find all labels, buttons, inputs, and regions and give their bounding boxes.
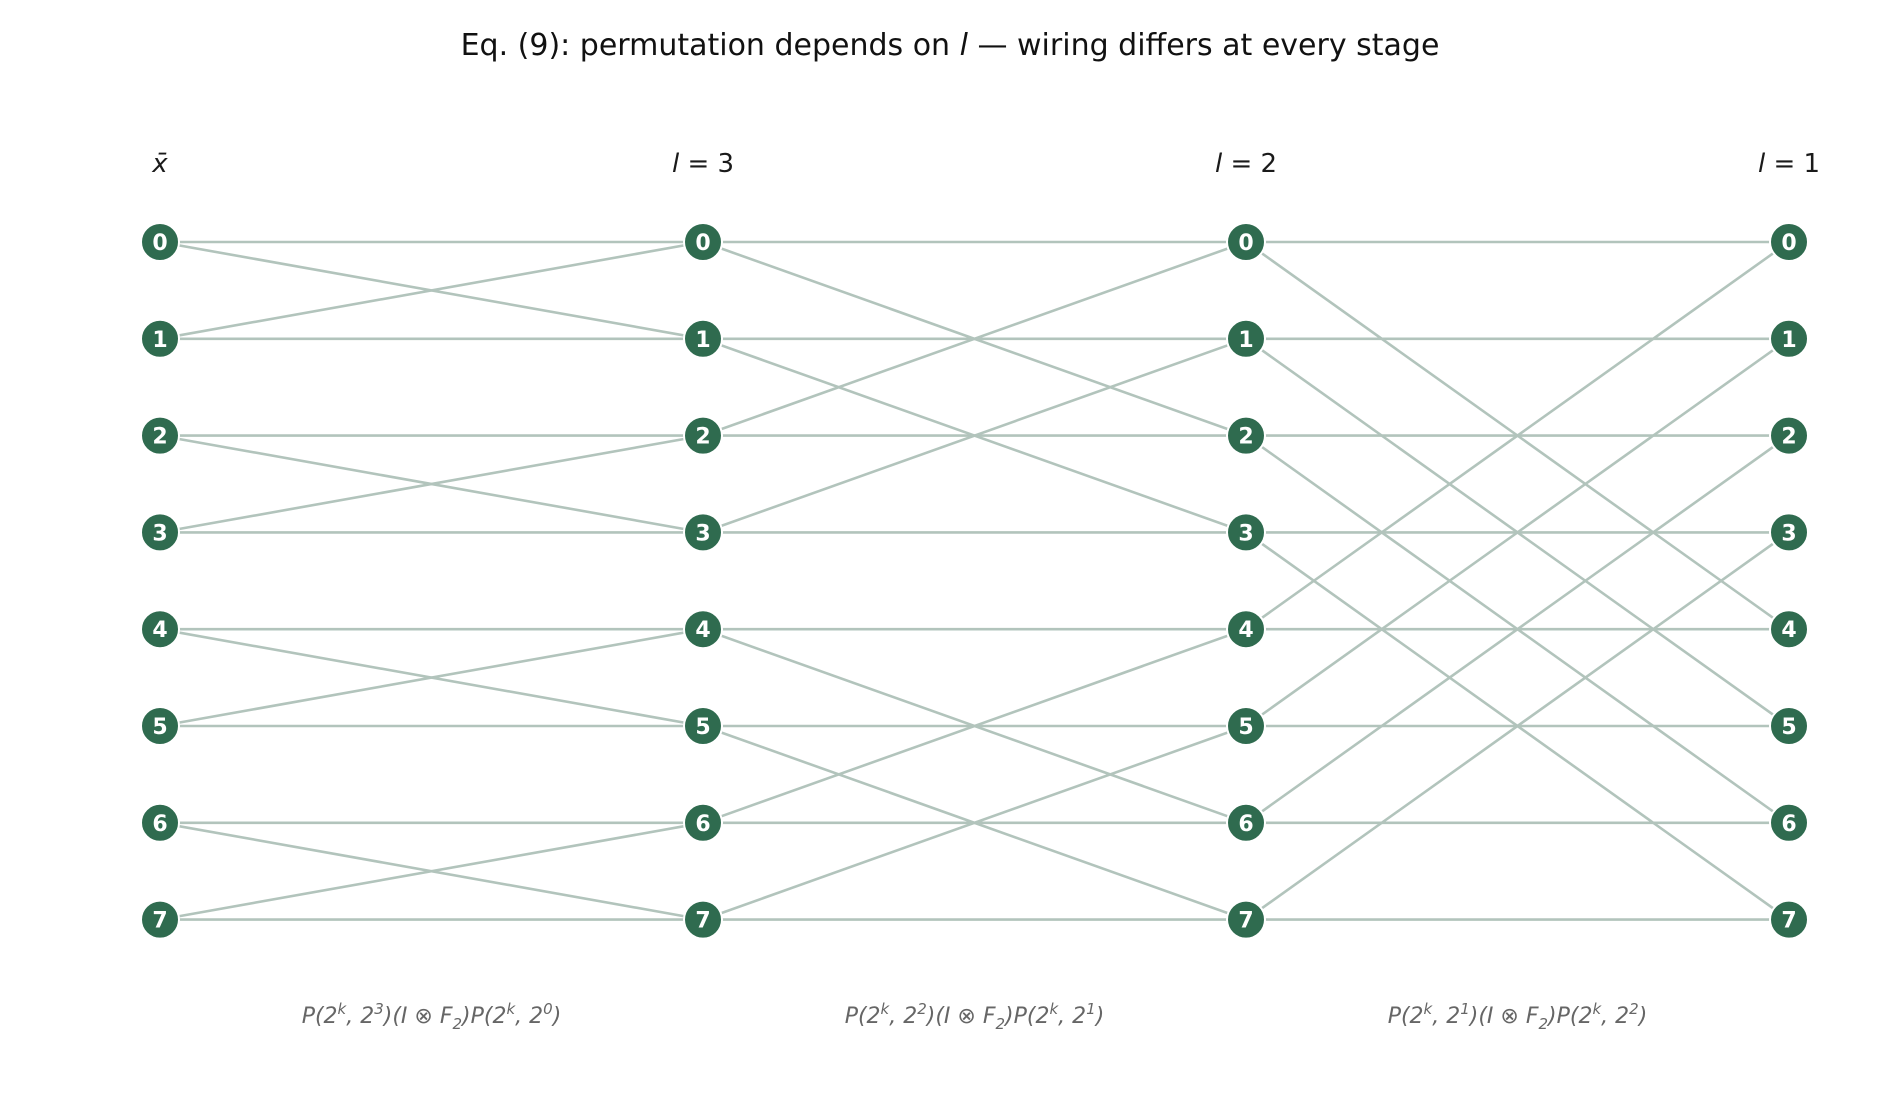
edge-s2-6-2 xyxy=(1245,434,1790,824)
node-c3-7: 7 xyxy=(1769,899,1809,940)
node-c2-7: 7 xyxy=(1226,899,1266,940)
stage-label-2: P(2k, 21)(I ⊗ F2)P(2k, 22) xyxy=(1388,1000,1648,1033)
svg-text:6: 6 xyxy=(1781,812,1796,837)
node-c2-0: 0 xyxy=(1226,222,1266,262)
svg-text:3: 3 xyxy=(695,521,710,546)
node-c1-4: 4 xyxy=(683,609,723,650)
node-c2-3: 3 xyxy=(1226,512,1266,553)
edge-s1-7-5 xyxy=(702,724,1247,921)
nodes-layer: 0 1 2 3 4 5 6 7 0 1 2 3 4 5 6 7 0 1 2 3 4 5 6 7 0 1 2 3 4 5 6 7 xyxy=(140,222,1809,940)
svg-text:6: 6 xyxy=(1238,812,1253,837)
node-c1-7: 7 xyxy=(683,899,723,940)
edge-s0-3-2 xyxy=(159,434,704,534)
node-c3-2: 2 xyxy=(1769,415,1809,456)
svg-text:6: 6 xyxy=(695,812,710,837)
stage-label-0: P(2k, 23)(I ⊗ F2)P(2k, 20) xyxy=(302,1000,562,1033)
node-c2-5: 5 xyxy=(1226,706,1266,746)
node-c1-6: 6 xyxy=(683,802,723,843)
svg-text:2: 2 xyxy=(1238,425,1253,450)
edge-s0-1-0 xyxy=(159,240,704,341)
node-c2-4: 4 xyxy=(1226,609,1266,650)
column-label-1: l = 3 xyxy=(672,149,734,179)
diagram-title: Eq. (9): permutation depends on l — wiri… xyxy=(460,28,1440,63)
svg-text:2: 2 xyxy=(695,425,710,450)
edge-s0-5-4 xyxy=(159,627,704,728)
svg-text:7: 7 xyxy=(1238,909,1253,934)
edge-s1-3-1 xyxy=(702,337,1247,534)
svg-text:7: 7 xyxy=(695,909,710,934)
node-c1-3: 3 xyxy=(683,512,723,553)
svg-text:1: 1 xyxy=(695,328,710,353)
column-label-2: l = 2 xyxy=(1215,149,1277,179)
edges-layer xyxy=(159,240,1790,921)
svg-text:1: 1 xyxy=(1781,328,1796,353)
svg-text:3: 3 xyxy=(1781,521,1796,546)
column-label-0: x̄ xyxy=(151,149,168,179)
svg-text:2: 2 xyxy=(1781,425,1796,450)
column-labels: x̄ l = 3 l = 2 l = 1 xyxy=(151,149,1820,179)
svg-text:0: 0 xyxy=(1781,231,1796,256)
node-c1-5: 5 xyxy=(683,706,723,746)
svg-text:4: 4 xyxy=(1781,618,1796,643)
svg-text:4: 4 xyxy=(695,618,710,643)
stage-labels: P(2k, 23)(I ⊗ F2)P(2k, 20) P(2k, 22)(I ⊗ … xyxy=(302,1000,1648,1033)
node-c3-0: 0 xyxy=(1769,222,1809,262)
column-label-3: l = 1 xyxy=(1758,149,1820,179)
svg-text:7: 7 xyxy=(1781,909,1796,934)
stage-label-1: P(2k, 22)(I ⊗ F2)P(2k, 21) xyxy=(845,1000,1105,1033)
node-c0-5: 5 xyxy=(140,706,180,746)
svg-text:3: 3 xyxy=(1238,521,1253,546)
svg-text:5: 5 xyxy=(1238,715,1253,740)
svg-text:1: 1 xyxy=(152,328,167,353)
node-c0-6: 6 xyxy=(140,802,180,843)
node-c3-4: 4 xyxy=(1769,609,1809,650)
node-c2-1: 1 xyxy=(1226,318,1266,359)
svg-text:2: 2 xyxy=(152,425,167,450)
svg-text:5: 5 xyxy=(695,715,710,740)
edge-s1-2-0 xyxy=(702,240,1247,437)
node-c0-2: 2 xyxy=(140,415,180,456)
node-c0-0: 0 xyxy=(140,222,180,262)
node-c1-1: 1 xyxy=(683,318,723,359)
svg-text:3: 3 xyxy=(152,521,167,546)
svg-text:5: 5 xyxy=(1781,715,1796,740)
node-c0-3: 3 xyxy=(140,512,180,553)
node-c2-2: 2 xyxy=(1226,415,1266,456)
svg-text:7: 7 xyxy=(152,909,167,934)
node-c3-5: 5 xyxy=(1769,706,1809,746)
svg-text:1: 1 xyxy=(1238,328,1253,353)
node-c3-1: 1 xyxy=(1769,318,1809,359)
edge-s1-6-4 xyxy=(702,627,1247,825)
node-c3-3: 3 xyxy=(1769,512,1809,553)
edge-s0-7-6 xyxy=(159,821,704,921)
svg-text:4: 4 xyxy=(1238,618,1253,643)
svg-text:0: 0 xyxy=(695,231,710,256)
svg-text:4: 4 xyxy=(152,618,167,643)
node-c3-6: 6 xyxy=(1769,802,1809,843)
node-c0-7: 7 xyxy=(140,899,180,940)
svg-text:6: 6 xyxy=(152,812,167,837)
svg-text:5: 5 xyxy=(152,715,167,740)
node-c0-1: 1 xyxy=(140,318,180,359)
node-c1-2: 2 xyxy=(683,415,723,456)
svg-text:0: 0 xyxy=(1238,231,1253,256)
node-c0-4: 4 xyxy=(140,609,180,650)
edge-s2-5-1 xyxy=(1245,337,1790,728)
node-c2-6: 6 xyxy=(1226,802,1266,843)
svg-text:0: 0 xyxy=(152,231,167,256)
edge-s2-4-0 xyxy=(1245,240,1790,631)
node-c1-0: 0 xyxy=(683,222,723,262)
edge-s2-7-3 xyxy=(1245,531,1790,921)
